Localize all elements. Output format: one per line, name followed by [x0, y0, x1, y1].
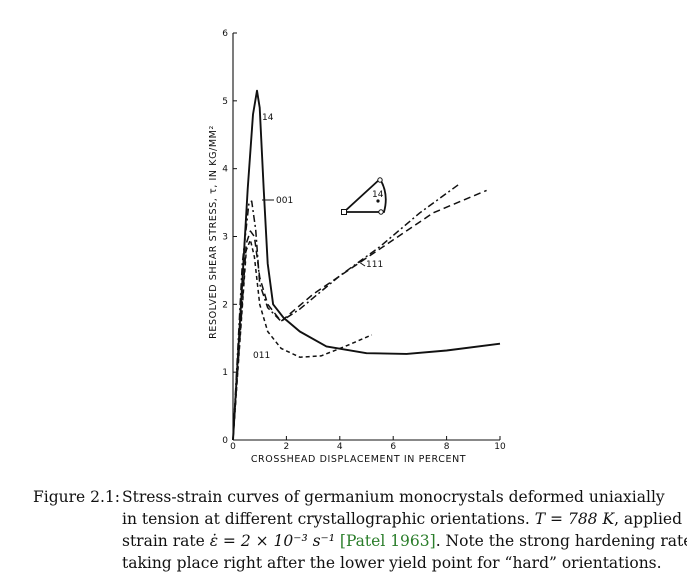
caption-line-2: in tension at different crystallographic…	[122, 508, 682, 530]
chart-axes	[232, 33, 500, 441]
series-line-14	[232, 89, 501, 441]
curve-label-111: 111	[366, 260, 383, 270]
y-tick-label: 3	[222, 233, 228, 243]
curve-label-14: 14	[262, 113, 274, 123]
caption-line-3b: . Note the strong hardening rate	[435, 532, 687, 550]
y-tick-label: 6	[222, 29, 228, 39]
x-tick-label: 4	[337, 442, 343, 452]
triangle-corner-marker	[341, 209, 347, 215]
curve-label-011: 011	[253, 351, 270, 361]
caption-citation-link[interactable]: [Patel 1963]	[339, 532, 436, 550]
caption-indent	[0, 508, 122, 530]
caption-row-4: taking place right after the lower yield…	[0, 552, 687, 574]
triangle-corner-marker	[377, 177, 383, 183]
x-tick-label: 6	[390, 442, 396, 452]
series-line-111	[232, 189, 487, 441]
caption-temperature: T = 788 K	[534, 510, 615, 528]
caption-row-3: strain rate ε̇ = 2 × 10⁻³ s⁻¹ [Patel 196…	[0, 530, 687, 552]
stress-strain-chart: 0 2 4 6 8 10 0 1 2 3 4 5 6 14 001 111 011 14 CROSSHEAD …	[208, 29, 506, 465]
x-tick-label: 10	[494, 442, 506, 452]
caption-strain-rate: ε̇ = 2 × 10⁻³ s⁻¹	[209, 532, 335, 550]
caption-line-2a: in tension at different crystallographic…	[122, 510, 535, 528]
triangle-corner-marker	[378, 209, 384, 215]
orientation-inset: 14	[341, 177, 387, 215]
curve-labels: 14 001 111 011	[253, 113, 383, 361]
x-tick-label: 2	[284, 442, 290, 452]
orientation-point	[376, 199, 380, 203]
y-tick-label: 0	[222, 436, 228, 446]
caption-line-3: strain rate ε̇ = 2 × 10⁻³ s⁻¹ [Patel 196…	[122, 530, 687, 552]
y-tick-label: 1	[222, 368, 228, 378]
y-axis-title: RESOLVED SHEAR STRESS, τ, IN KG/MM²	[208, 125, 219, 339]
caption-indent	[0, 530, 122, 552]
series-line-011	[232, 239, 373, 441]
y-tick-label: 5	[222, 97, 228, 107]
y-tick-label: 2	[222, 300, 228, 310]
x-tick-label: 0	[230, 442, 236, 452]
y-tick-label: 4	[222, 165, 228, 175]
caption-line-1: Stress-strain curves of germanium monocr…	[122, 488, 665, 506]
curve-label-leader	[358, 261, 366, 267]
stress-strain-figure: 0 2 4 6 8 10 0 1 2 3 4 5 6 14 001 111 011 14 CROSSHEAD …	[208, 29, 506, 465]
curve-label-001: 001	[276, 196, 293, 206]
series-line-001	[232, 182, 461, 441]
inset-orientation-label: 14	[372, 190, 384, 200]
caption-label: Figure 2.1:	[33, 488, 120, 506]
caption-line-4: taking place right after the lower yield…	[122, 554, 662, 572]
x-axis-title: CROSSHEAD DISPLACEMENT IN PERCENT	[251, 454, 466, 465]
x-tick-label: 8	[444, 442, 450, 452]
caption-row-1: Figure 2.1: Stress-strain curves of germ…	[0, 486, 687, 508]
caption-line-2b: , applied	[614, 510, 683, 528]
caption-row-2: in tension at different crystallographic…	[0, 508, 687, 530]
caption-line-3a: strain rate	[122, 532, 210, 550]
caption-indent	[0, 552, 122, 574]
chart-series	[232, 89, 501, 441]
figure-caption: Figure 2.1: Stress-strain curves of germ…	[0, 486, 687, 574]
